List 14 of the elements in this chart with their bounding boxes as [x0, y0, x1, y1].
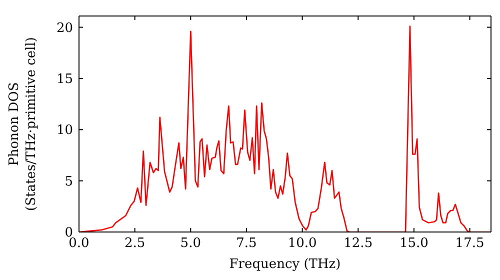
x-tick-label: 7.5 [236, 236, 257, 252]
x-tick-label: 10.0 [288, 236, 317, 252]
x-tick-label: 12.5 [344, 236, 373, 252]
x-tick-label: 17.5 [455, 236, 484, 252]
x-tick-label: 15.0 [399, 236, 428, 252]
x-tick-label: 5.0 [180, 236, 201, 252]
y-tick-label: 15 [56, 72, 73, 88]
y-tick-label: 10 [56, 123, 73, 138]
y-tick-label: 5 [64, 174, 73, 190]
x-axis-title: Frequency (THz) [229, 257, 341, 272]
y-tick-label: 20 [56, 20, 73, 36]
x-tick-label: 0.0 [68, 236, 90, 252]
x-tick-label: 2.5 [124, 236, 146, 252]
y-axis-title: Phonon DOS (States/THz·primitive cell) [7, 36, 39, 212]
